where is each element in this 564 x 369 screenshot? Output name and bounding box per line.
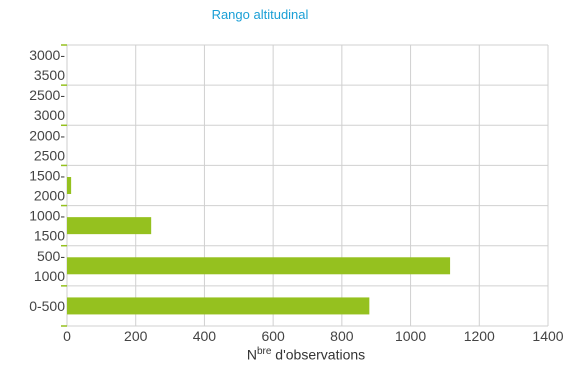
- bar-1[interactable]: [67, 257, 451, 275]
- bar-0[interactable]: [67, 297, 370, 315]
- x-tick-label-4: 800: [330, 328, 354, 344]
- y-tick-label-4: 2000-2500: [29, 127, 65, 163]
- x-tick-label-3: 600: [261, 328, 285, 344]
- x-tick-label-7: 1400: [532, 328, 563, 344]
- x-tick-label-2: 400: [193, 328, 217, 344]
- x-tick-label-5: 1000: [395, 328, 426, 344]
- y-tick-label-5: 2500-3000: [29, 87, 65, 123]
- x-tick-label-6: 1200: [464, 328, 495, 344]
- bar-3[interactable]: [67, 177, 72, 194]
- y-tick-label-6: 3000-3500: [29, 47, 65, 83]
- x-tick-label-0: 0: [63, 328, 71, 344]
- y-tick-label-3: 1500-2000: [29, 168, 65, 204]
- x-axis-label: Nbre d'observations: [246, 346, 366, 363]
- y-tick-label-2: 1000-1500: [29, 208, 65, 244]
- y-tick-label-0: 0-500: [29, 298, 65, 314]
- x-tick-label-1: 200: [124, 328, 148, 344]
- bar-2[interactable]: [67, 217, 152, 235]
- y-tick-label-1: 500-1000: [34, 248, 65, 284]
- chart-title: Rango altitudinal: [211, 7, 309, 22]
